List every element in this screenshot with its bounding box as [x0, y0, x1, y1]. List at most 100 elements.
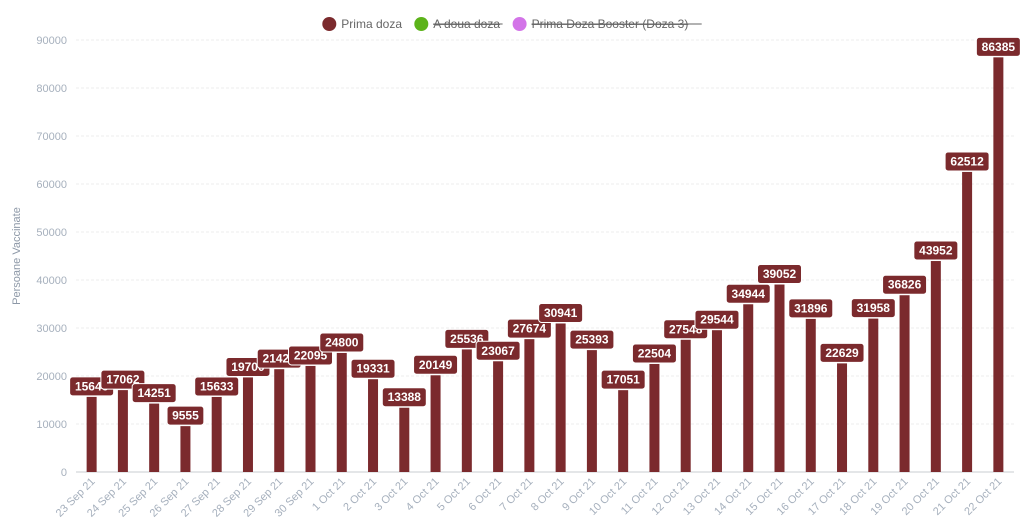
legend-item[interactable]: Prima Doza Booster (Doza 3) — [512, 17, 702, 31]
bar[interactable] — [305, 365, 316, 472]
y-tick-label: 40000 — [36, 275, 67, 287]
data-label-box — [413, 354, 459, 375]
data-label: 22504 — [631, 343, 677, 364]
data-label: 9555 — [166, 405, 205, 426]
bar[interactable] — [430, 375, 441, 472]
data-label: 30941 — [538, 302, 584, 323]
data-label: 14251 — [131, 383, 177, 404]
data-label-box — [631, 343, 677, 364]
data-label-text: 14251 — [137, 386, 171, 400]
bar[interactable] — [618, 390, 629, 472]
data-label-box — [538, 302, 584, 323]
y-axis-title: Persoane Vaccinate — [11, 207, 23, 305]
data-label: 39052 — [757, 264, 802, 285]
bar[interactable] — [149, 403, 160, 472]
data-label-text: 27674 — [513, 322, 547, 336]
data-label-text: 31958 — [857, 301, 891, 315]
legend[interactable]: Prima doza A doua doza Prima Doza Booster … — [322, 17, 702, 31]
data-label-box — [166, 405, 205, 426]
bar[interactable] — [399, 407, 410, 472]
bar[interactable] — [680, 339, 691, 472]
bar[interactable] — [993, 57, 1004, 473]
bar[interactable] — [493, 361, 504, 472]
bar[interactable] — [805, 318, 816, 472]
x-tick-label: 8 Oct 21 — [529, 476, 567, 514]
data-label-text: 34944 — [732, 287, 766, 301]
bar[interactable] — [930, 261, 941, 472]
bar[interactable] — [837, 363, 848, 472]
data-label: 62512 — [944, 151, 990, 172]
data-label-text: 25536 — [450, 332, 484, 346]
data-label-text: 27548 — [669, 322, 703, 336]
data-label: 15633 — [194, 376, 240, 397]
data-label: 22629 — [819, 342, 865, 363]
data-label-text: 15633 — [200, 379, 234, 393]
bar[interactable] — [117, 390, 128, 472]
data-label-box — [975, 36, 1021, 57]
bar[interactable] — [555, 323, 566, 472]
data-label-text: 62512 — [950, 154, 984, 168]
bar[interactable] — [774, 284, 785, 472]
data-label: 34944 — [725, 283, 771, 304]
bar[interactable] — [180, 426, 191, 472]
data-label-box — [882, 274, 928, 295]
bar[interactable] — [211, 396, 222, 472]
data-label-box — [913, 240, 959, 261]
data-label: 19331 — [350, 358, 396, 379]
x-tick-label: 2 Oct 21 — [341, 476, 379, 514]
data-label-text: 20149 — [419, 358, 453, 372]
data-label-box — [819, 342, 865, 363]
legend-item[interactable]: Prima doza — [322, 17, 402, 31]
y-axis-ticks: 0 10000 20000 30000 40000 50000 60000 70000 8000… — [36, 35, 67, 479]
data-label-box — [194, 376, 240, 397]
data-label-text: 19331 — [356, 362, 390, 376]
bar[interactable] — [586, 350, 597, 472]
data-label-box — [694, 309, 740, 330]
data-label: 29544 — [694, 309, 740, 330]
bar[interactable] — [899, 295, 910, 472]
bar[interactable] — [274, 369, 285, 472]
bar[interactable] — [368, 379, 379, 472]
data-label-text: 22629 — [825, 346, 859, 360]
bar[interactable] — [868, 318, 879, 472]
data-label-text: 21420 — [263, 352, 297, 366]
data-label-box — [569, 329, 615, 350]
legend-item[interactable]: A doua doza — [414, 17, 503, 31]
data-label: 17051 — [600, 369, 646, 390]
y-tick-label: 70000 — [36, 131, 67, 143]
data-label: 13388 — [381, 387, 427, 408]
data-label-text: 25393 — [575, 333, 609, 347]
data-label-text: 39052 — [763, 267, 797, 281]
bar[interactable] — [649, 363, 660, 472]
data-label-text: 43952 — [919, 244, 953, 258]
bar[interactable] — [711, 330, 722, 472]
y-tick-label: 50000 — [36, 227, 67, 239]
bar[interactable] — [743, 304, 754, 472]
bar[interactable] — [242, 377, 253, 472]
bar[interactable] — [461, 349, 472, 472]
bar[interactable] — [86, 396, 97, 472]
y-tick-label: 90000 — [36, 35, 67, 47]
data-label-text: 9555 — [172, 409, 199, 423]
data-label-text: 86385 — [982, 40, 1016, 54]
data-label-box — [944, 151, 990, 172]
bar[interactable] — [336, 352, 347, 472]
data-label: 24800 — [319, 332, 365, 353]
x-tick-label: 5 Oct 21 — [435, 476, 473, 514]
y-tick-label: 60000 — [36, 179, 67, 191]
data-label: 23067 — [475, 340, 521, 361]
data-label-text: 31896 — [794, 301, 828, 315]
data-label-box — [381, 387, 427, 408]
bar[interactable] — [962, 171, 973, 473]
legend-marker — [414, 17, 429, 31]
x-tick-label: 3 Oct 21 — [373, 476, 411, 514]
data-label-box — [850, 298, 896, 319]
data-label-text: 15646 — [75, 379, 109, 393]
x-tick-label: 4 Oct 21 — [404, 476, 442, 514]
data-label-box — [350, 358, 396, 379]
data-label-box — [788, 298, 834, 319]
y-tick-label: 80000 — [36, 83, 67, 95]
bar[interactable] — [524, 339, 535, 472]
